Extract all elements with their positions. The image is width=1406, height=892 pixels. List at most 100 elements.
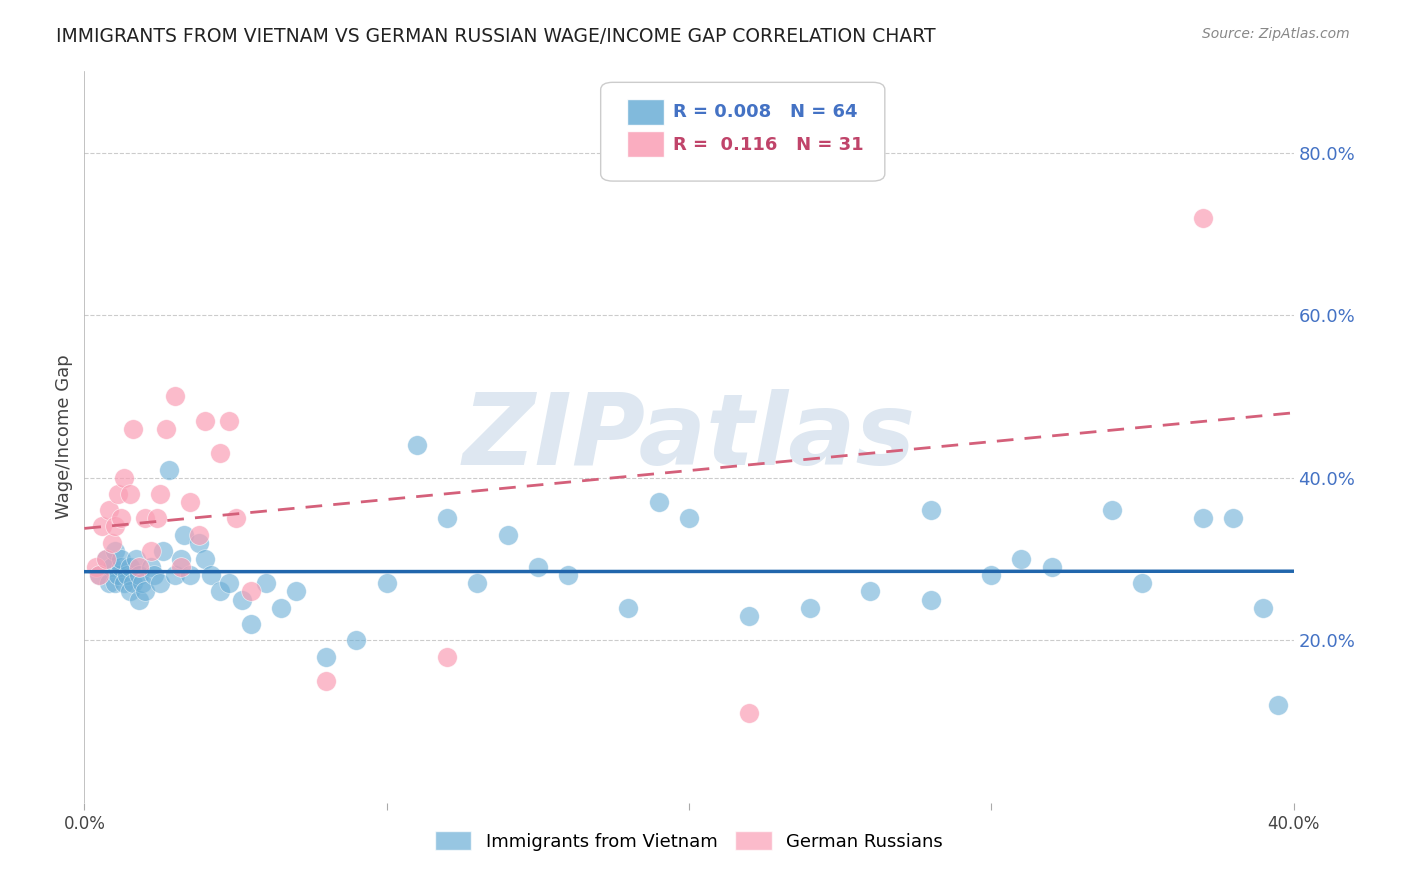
Point	[165, 389, 187, 403]
Point	[527, 560, 550, 574]
Point	[104, 519, 127, 533]
Point	[406, 438, 429, 452]
Point	[128, 592, 150, 607]
Point	[165, 568, 187, 582]
Point	[125, 552, 148, 566]
Point	[89, 568, 111, 582]
Point	[146, 511, 169, 525]
Point	[121, 576, 143, 591]
Point	[128, 568, 150, 582]
Point	[155, 422, 177, 436]
Point	[1130, 576, 1153, 591]
Point	[1192, 211, 1215, 225]
Point	[121, 422, 143, 436]
Point	[179, 568, 201, 582]
Point	[375, 576, 398, 591]
Point	[142, 568, 165, 582]
Point	[1101, 503, 1123, 517]
Point	[225, 511, 247, 525]
Point	[799, 600, 821, 615]
Point	[110, 511, 132, 525]
Point	[100, 535, 122, 549]
Point	[467, 576, 489, 591]
Point	[188, 535, 211, 549]
Point	[496, 527, 519, 541]
Point	[1253, 600, 1275, 615]
Point	[118, 560, 141, 574]
Point	[617, 600, 640, 615]
Point	[112, 576, 135, 591]
Point	[209, 446, 232, 460]
Point	[170, 552, 193, 566]
Point	[112, 471, 135, 485]
Point	[94, 552, 117, 566]
Point	[980, 568, 1002, 582]
Text: ZIPatlas: ZIPatlas	[463, 389, 915, 485]
Point	[170, 560, 193, 574]
Point	[97, 576, 120, 591]
Y-axis label: Wage/Income Gap: Wage/Income Gap	[55, 355, 73, 519]
Point	[118, 584, 141, 599]
Point	[920, 503, 942, 517]
Point	[110, 552, 132, 566]
Point	[194, 414, 217, 428]
Point	[86, 560, 108, 574]
Point	[231, 592, 253, 607]
Point	[218, 414, 240, 428]
Point	[107, 568, 129, 582]
Point	[1040, 560, 1063, 574]
Point	[149, 487, 172, 501]
Point	[97, 503, 120, 517]
Point	[239, 584, 262, 599]
FancyBboxPatch shape	[600, 82, 884, 181]
Point	[315, 649, 337, 664]
Point	[179, 495, 201, 509]
Point	[678, 511, 700, 525]
Point	[104, 544, 127, 558]
Point	[648, 495, 671, 509]
Point	[188, 527, 211, 541]
Point	[91, 519, 114, 533]
Point	[920, 592, 942, 607]
Point	[200, 568, 222, 582]
Point	[209, 584, 232, 599]
Point	[139, 544, 162, 558]
Point	[859, 584, 882, 599]
Point	[134, 511, 156, 525]
Point	[104, 576, 127, 591]
Point	[557, 568, 579, 582]
Point	[118, 487, 141, 501]
Point	[107, 487, 129, 501]
Point	[346, 633, 368, 648]
Point	[436, 511, 458, 525]
Point	[254, 576, 277, 591]
Point	[157, 462, 180, 476]
Point	[115, 568, 138, 582]
Point	[149, 576, 172, 591]
Point	[285, 584, 308, 599]
Legend: Immigrants from Vietnam, German Russians: Immigrants from Vietnam, German Russians	[426, 822, 952, 860]
Point	[194, 552, 217, 566]
Text: Source: ZipAtlas.com: Source: ZipAtlas.com	[1202, 27, 1350, 41]
Point	[315, 673, 337, 688]
Point	[270, 600, 292, 615]
Point	[1222, 511, 1244, 525]
Point	[1011, 552, 1033, 566]
Point	[738, 706, 761, 721]
Point	[1267, 698, 1289, 713]
Point	[128, 560, 150, 574]
Point	[139, 560, 162, 574]
Text: R = 0.008   N = 64: R = 0.008 N = 64	[673, 103, 858, 120]
Point	[1192, 511, 1215, 525]
Point	[173, 527, 195, 541]
Point	[218, 576, 240, 591]
Point	[94, 552, 117, 566]
Point	[436, 649, 458, 664]
FancyBboxPatch shape	[627, 99, 664, 125]
Point	[152, 544, 174, 558]
Point	[134, 584, 156, 599]
Text: IMMIGRANTS FROM VIETNAM VS GERMAN RUSSIAN WAGE/INCOME GAP CORRELATION CHART: IMMIGRANTS FROM VIETNAM VS GERMAN RUSSIA…	[56, 27, 936, 45]
Point	[89, 568, 111, 582]
Point	[239, 617, 262, 632]
Text: R =  0.116   N = 31: R = 0.116 N = 31	[673, 136, 863, 153]
